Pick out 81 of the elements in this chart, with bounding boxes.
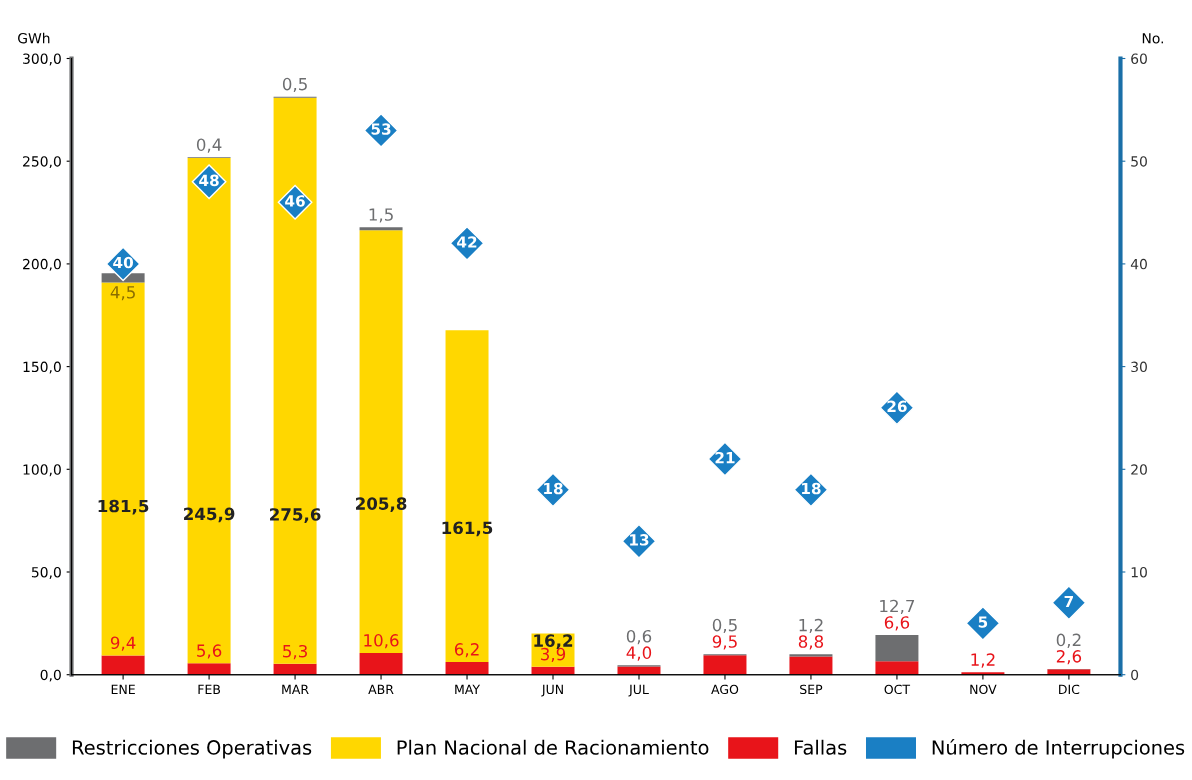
bar (617, 666, 661, 675)
data-label: 6,6 (884, 616, 910, 631)
y2-tick-label: 60 (1131, 53, 1147, 64)
data-label: 4,0 (626, 646, 652, 661)
bar (359, 227, 403, 231)
y2-axis-title: No. (1142, 33, 1164, 44)
data-label: 21 (715, 451, 735, 464)
data-label: 13 (630, 534, 649, 546)
data-label: 10,6 (364, 634, 399, 649)
data-label: 1,2 (799, 618, 823, 634)
data-label: 46 (285, 195, 305, 207)
y2-tick-label: 0 (1131, 669, 1139, 681)
x-tick-label: SEP (800, 684, 823, 695)
x-tick-label: FEB (198, 684, 221, 694)
data-label: 0,2 (1056, 633, 1081, 648)
y-tick-label: 0,0 (40, 669, 61, 682)
data-label: 8,8 (798, 635, 824, 650)
bar (101, 655, 145, 675)
data-label: 48 (199, 174, 219, 187)
point (965, 605, 1001, 641)
data-label: 5 (978, 616, 988, 628)
data-label: 9,5 (712, 635, 737, 650)
y2-tick-label: 10 (1131, 566, 1147, 578)
data-label: 53 (371, 123, 391, 135)
bar (445, 661, 489, 675)
legend-label: Restricciones Operativas (72, 739, 312, 759)
bar (789, 656, 833, 675)
data-label: 4,5 (110, 286, 135, 301)
bar (187, 663, 231, 675)
y2-tick-label: 40 (1130, 258, 1147, 270)
data-label: 5,3 (283, 644, 307, 660)
data-label: 1,5 (369, 208, 393, 223)
y-axis-title: GWh (18, 32, 50, 44)
data-label: 7 (1064, 595, 1073, 608)
legend-label: Número de Interrupciones (932, 739, 1185, 759)
data-label: 0,4 (196, 138, 222, 153)
data-label: 9,4 (110, 636, 136, 651)
data-label: 12,7 (880, 599, 915, 615)
x-tick-label: NOV (970, 684, 997, 695)
y-tick-label: 150,0 (23, 361, 61, 374)
data-label: 6,2 (454, 643, 479, 658)
x-tick-label: AGO (711, 684, 739, 695)
data-label: 0,5 (712, 618, 737, 634)
x-tick-label: OCT (884, 684, 911, 695)
bar (1047, 669, 1091, 675)
y-tick-label: 50,0 (31, 566, 61, 579)
data-label: 2,6 (1056, 650, 1082, 665)
data-label: 40 (113, 256, 134, 269)
data-label: 5,6 (197, 644, 222, 659)
data-label: 42 (457, 236, 477, 248)
x-tick-label: DIC (1059, 684, 1080, 695)
bar (789, 654, 833, 657)
point (1051, 585, 1087, 621)
x-tick-label: MAY (455, 684, 481, 694)
y2-tick-label: 20 (1131, 464, 1147, 475)
x-tick-label: JUL (628, 684, 649, 697)
data-label: 18 (802, 482, 821, 495)
legend-label: Fallas (794, 739, 847, 755)
data-label: 0,5 (282, 77, 307, 93)
bar (273, 663, 317, 675)
bar (703, 655, 747, 675)
data-label: 0,6 (626, 629, 652, 645)
y-tick-label: 200,0 (23, 258, 61, 271)
data-label: 18 (544, 482, 563, 495)
x-tick-label: ENE (111, 684, 135, 694)
y-tick-label: 250,0 (23, 156, 61, 169)
legend-label: Plan Nacional de Racionamiento (397, 739, 709, 755)
y-tick-label: 100,0 (23, 464, 61, 477)
data-label: 3,9 (541, 647, 566, 663)
x-tick-label: MAR (282, 684, 309, 694)
bar (359, 652, 403, 675)
y2-tick-label: 30 (1131, 361, 1147, 373)
bar (875, 635, 919, 662)
x-tick-label: ABR (368, 684, 394, 694)
data-label: 1,2 (971, 653, 995, 668)
data-label: 16,2 (534, 634, 573, 650)
y-tick-label: 300,0 (23, 53, 61, 66)
data-label: 26 (887, 400, 907, 413)
bar (875, 661, 919, 675)
x-tick-label: JUN (541, 684, 563, 697)
y2-tick-label: 50 (1131, 156, 1147, 167)
